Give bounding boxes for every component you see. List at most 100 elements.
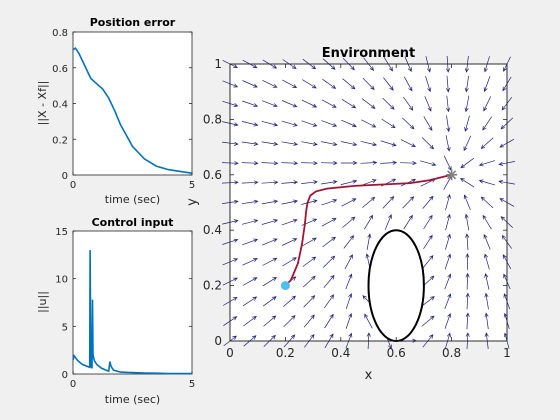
field-arrow bbox=[342, 216, 356, 228]
field-arrow bbox=[241, 180, 259, 185]
field-arrow bbox=[444, 293, 452, 310]
field-arrow bbox=[463, 194, 471, 211]
field-arrow bbox=[242, 296, 258, 307]
field-arrow bbox=[344, 254, 353, 270]
y-tick-label: 0.6 bbox=[52, 64, 68, 75]
field-arrow bbox=[261, 100, 278, 108]
field-arrow bbox=[421, 296, 435, 307]
field-arrow bbox=[241, 141, 259, 146]
field-arrow bbox=[262, 296, 277, 307]
control-input-series bbox=[72, 250, 192, 375]
x-tick-label: 0 bbox=[70, 180, 76, 191]
field-arrow bbox=[380, 160, 398, 165]
x-tick-label: 0.8 bbox=[442, 346, 461, 360]
series-line bbox=[72, 250, 192, 375]
field-arrow bbox=[380, 140, 397, 147]
field-arrow bbox=[242, 238, 259, 246]
start-marker bbox=[280, 281, 290, 291]
field-arrow bbox=[483, 96, 492, 112]
x-tick-label: 1 bbox=[503, 346, 511, 360]
field-arrow bbox=[302, 256, 317, 267]
x-tick-label: 0 bbox=[70, 379, 76, 390]
field-arrow bbox=[241, 121, 259, 127]
field-arrow bbox=[423, 116, 433, 132]
field-arrow bbox=[343, 235, 355, 249]
field-arrow bbox=[424, 96, 432, 112]
field-arrow bbox=[460, 157, 475, 169]
field-arrow bbox=[460, 177, 475, 188]
trajectory-line bbox=[284, 173, 452, 287]
environment-frame bbox=[229, 63, 508, 342]
field-arrow bbox=[364, 214, 374, 230]
control-input-title: Control input bbox=[92, 216, 174, 229]
field-arrow bbox=[444, 253, 452, 270]
environment-xlabel: x bbox=[365, 368, 373, 383]
field-arrow bbox=[261, 141, 279, 146]
y-tick-label: 10 bbox=[55, 275, 68, 286]
environment-ticks: 0 0.2 0.4 0.6 0.8 1 0 0.2 0.4 0.6 0.8 1 bbox=[203, 57, 511, 360]
field-arrow bbox=[283, 315, 296, 328]
field-arrow bbox=[322, 255, 336, 268]
field-arrow bbox=[261, 199, 279, 205]
field-arrow bbox=[483, 76, 491, 93]
environment-axes: Environment x y 0 0.2 0.4 0.6 0.8 1 0 0.2 0.4 0.6… bbox=[185, 46, 515, 383]
field-arrow bbox=[302, 79, 317, 89]
y-tick-label: 0.2 bbox=[52, 135, 68, 146]
control-input-ticks: 0 5 0 5 10 15 bbox=[55, 227, 195, 390]
field-arrow bbox=[425, 75, 432, 93]
x-tick-label: 0.4 bbox=[331, 346, 350, 360]
field-arrow bbox=[303, 295, 316, 308]
field-arrow bbox=[242, 258, 258, 266]
field-arrow bbox=[262, 79, 278, 88]
field-arrow bbox=[465, 253, 470, 270]
field-arrow bbox=[321, 141, 338, 147]
y-tick-label: 0.6 bbox=[203, 168, 222, 182]
trajectory-series bbox=[284, 173, 452, 287]
obstacle-shape bbox=[367, 229, 425, 343]
field-arrow bbox=[301, 161, 318, 166]
field-arrow bbox=[261, 120, 279, 127]
field-arrow bbox=[281, 238, 298, 246]
x-tick-label: 5 bbox=[189, 180, 195, 191]
field-arrow bbox=[484, 292, 489, 310]
y-tick-label: 0.2 bbox=[203, 279, 222, 293]
control-input-xlabel: time (sec) bbox=[105, 393, 160, 406]
x-tick-label: 0.2 bbox=[276, 346, 295, 360]
field-arrow bbox=[345, 312, 353, 329]
field-arrow bbox=[323, 274, 335, 289]
field-arrow bbox=[261, 219, 279, 225]
field-arrow bbox=[301, 180, 318, 185]
field-arrow bbox=[262, 238, 278, 246]
field-arrow bbox=[241, 219, 259, 225]
x-tick-label: 5 bbox=[189, 379, 195, 390]
field-arrow bbox=[242, 80, 258, 88]
y-tick-label: 0.4 bbox=[52, 100, 68, 111]
field-arrow bbox=[281, 180, 299, 185]
x-tick-label: 0.6 bbox=[387, 346, 406, 360]
field-arrow bbox=[444, 273, 452, 290]
y-tick-label: 0 bbox=[214, 334, 222, 348]
environment-markers bbox=[280, 169, 458, 291]
field-arrow bbox=[364, 313, 373, 329]
field-arrow bbox=[445, 233, 451, 250]
field-arrow bbox=[403, 96, 414, 111]
field-arrow bbox=[281, 161, 299, 166]
field-arrow bbox=[361, 98, 376, 109]
field-arrow bbox=[483, 233, 491, 250]
field-arrow bbox=[383, 77, 394, 91]
field-arrow bbox=[281, 141, 298, 146]
field-arrow bbox=[283, 295, 297, 307]
field-arrow bbox=[321, 199, 338, 206]
y-tick-label: 15 bbox=[55, 227, 68, 238]
field-arrow bbox=[242, 277, 258, 286]
field-arrow bbox=[422, 195, 434, 209]
field-arrow bbox=[484, 312, 489, 330]
position-error-xlabel: time (sec) bbox=[105, 193, 160, 206]
y-tick-label: 5 bbox=[62, 322, 68, 333]
y-tick-label: 0.4 bbox=[203, 223, 222, 237]
field-arrow bbox=[303, 314, 315, 328]
field-arrow bbox=[420, 160, 437, 167]
field-arrow bbox=[482, 116, 492, 131]
field-arrow bbox=[465, 272, 470, 290]
field-arrow bbox=[421, 137, 435, 150]
